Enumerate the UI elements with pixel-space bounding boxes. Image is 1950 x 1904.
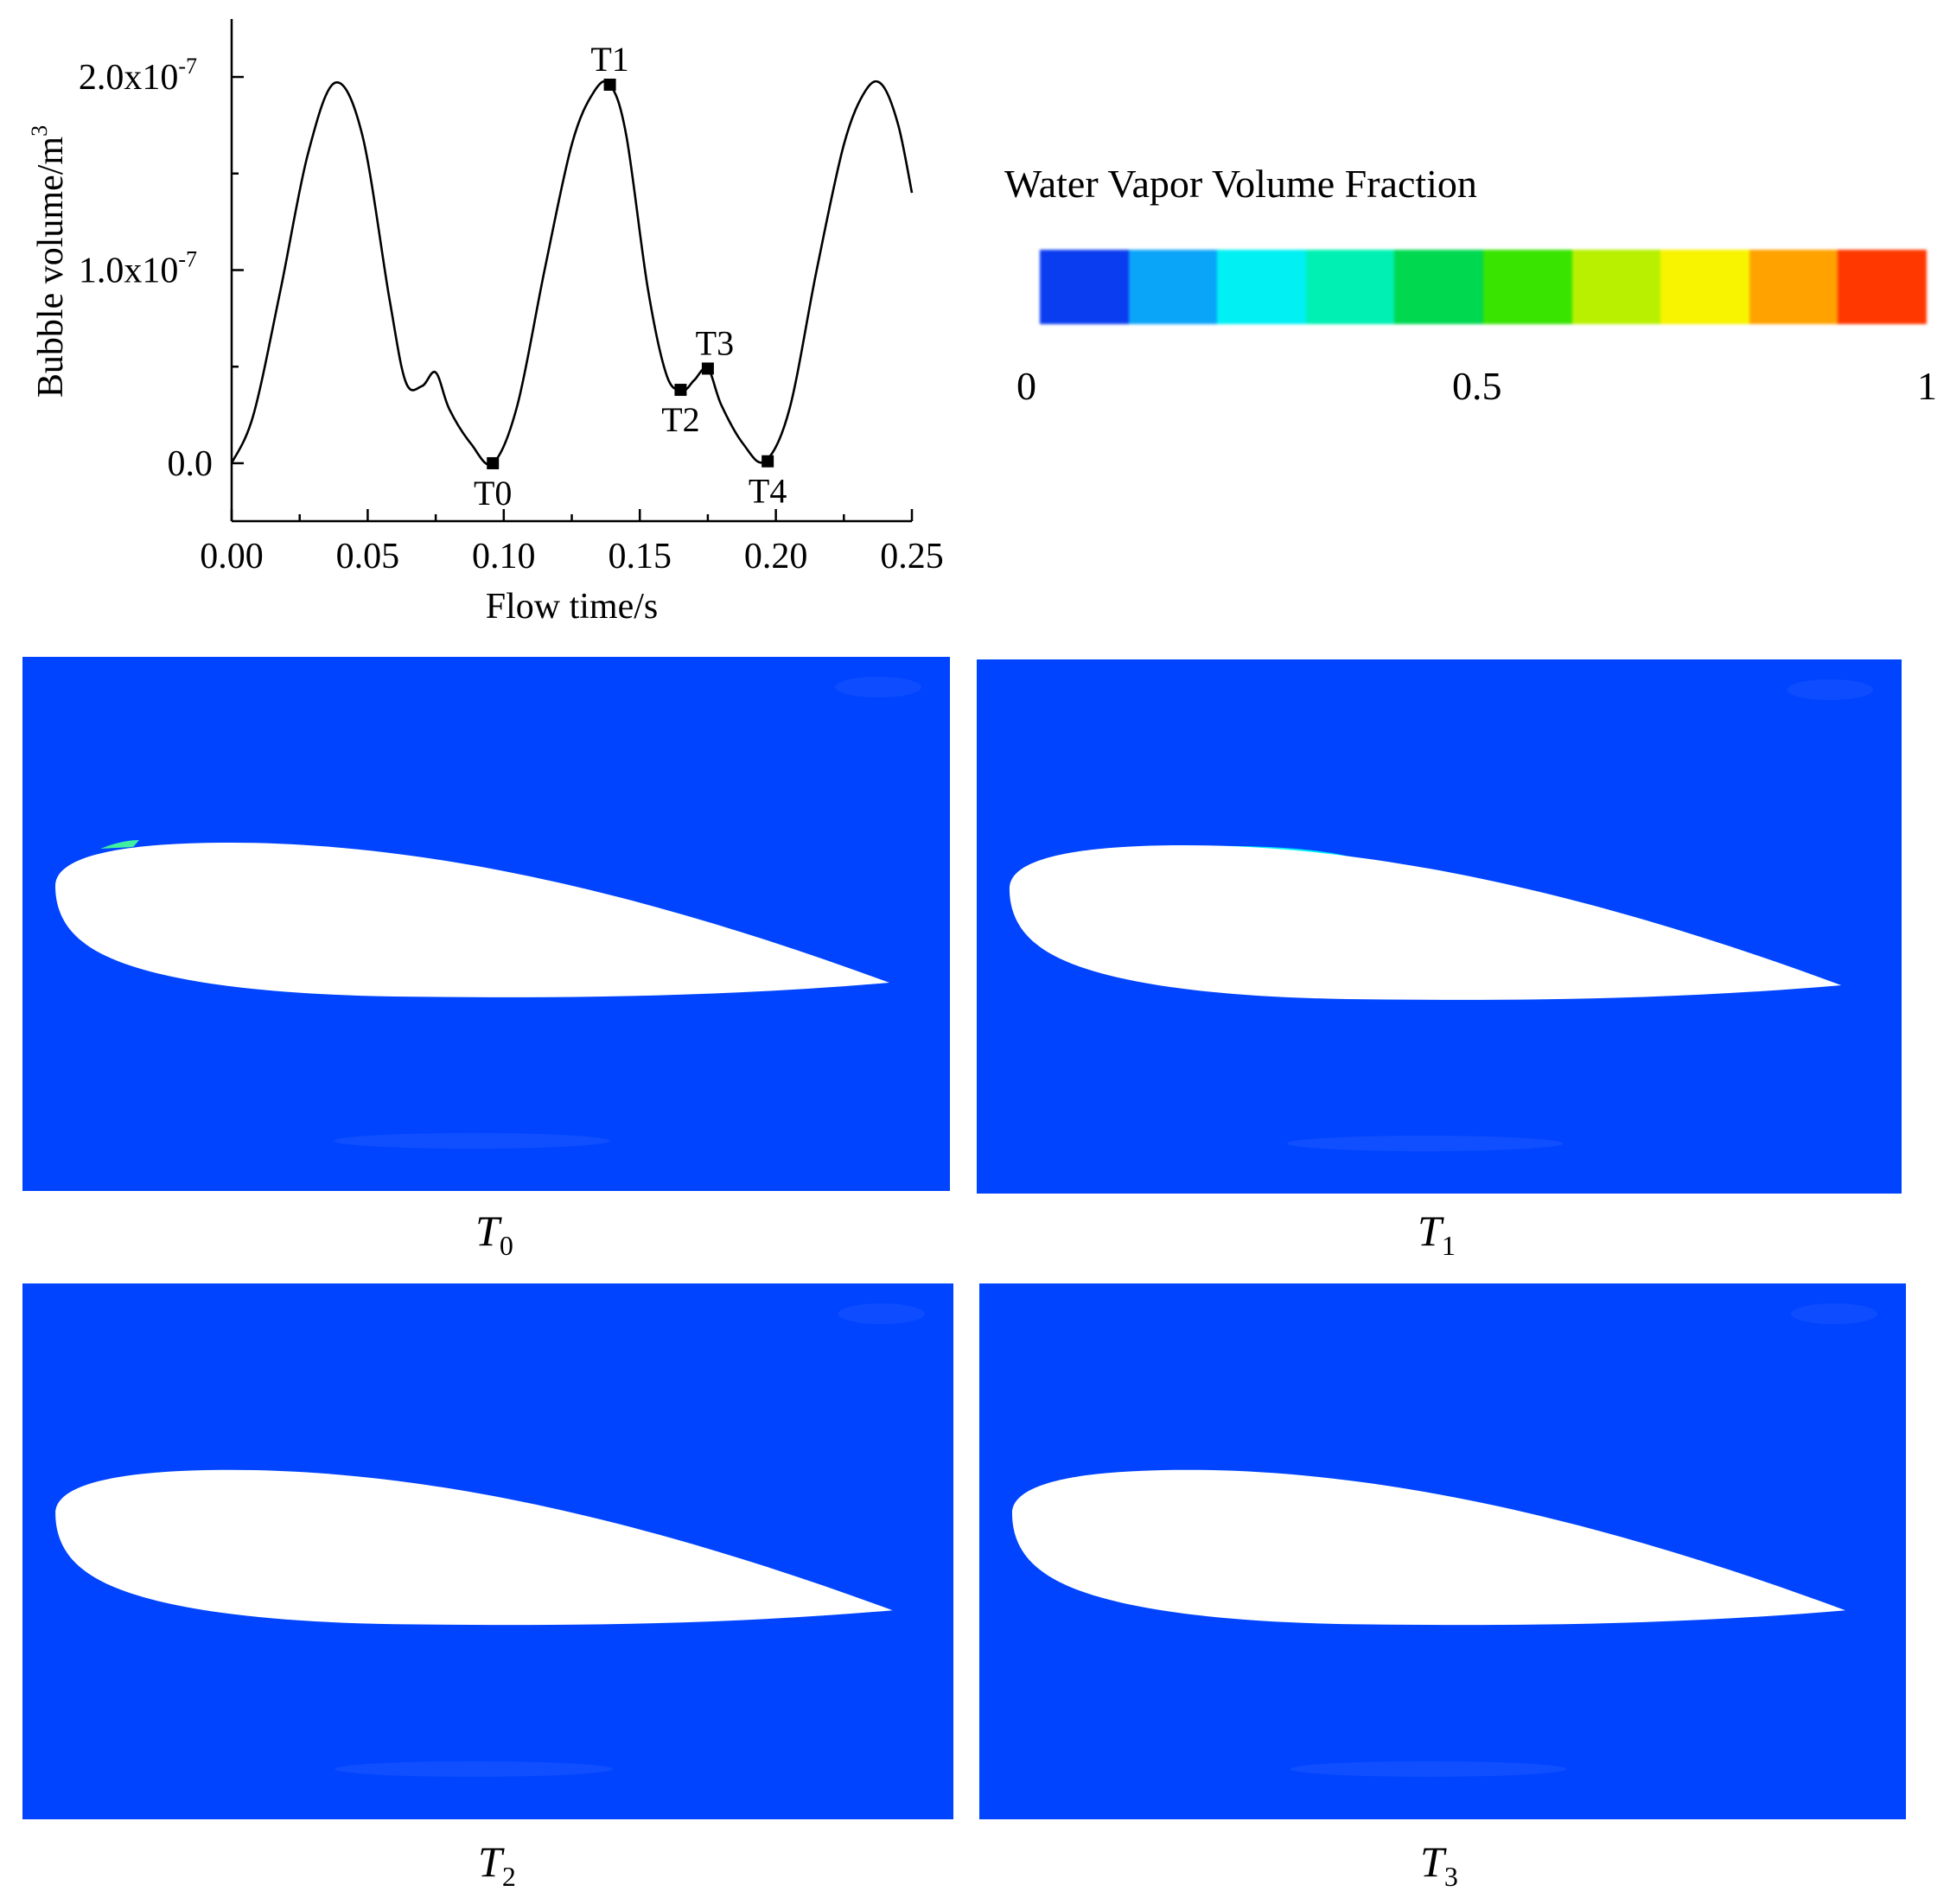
y-tick-label: 0.0	[168, 444, 213, 484]
flow-streak	[335, 1761, 613, 1777]
contour-svg	[55, 677, 921, 1149]
flow-streak	[1290, 1761, 1567, 1777]
series-line	[230, 80, 914, 466]
colorbar-band-2	[1217, 250, 1306, 324]
hydrofoil	[55, 1469, 893, 1626]
legend-title: Water Vapor Volume Fraction	[1004, 162, 1477, 206]
colorbar-band-4	[1394, 250, 1483, 324]
bubble-volume-chart: 0.00 0.05 0.10 0.15 0.20 0.25 0.0 1.0x10-7 2.0x1…	[27, 19, 944, 627]
colorbar-band-5	[1482, 250, 1572, 324]
colorbar	[1040, 250, 1927, 324]
legend-tick-0: 0	[1016, 364, 1036, 408]
label-t0: T0	[474, 474, 512, 513]
colorbar-band-0	[1040, 250, 1129, 324]
colorbar-band-9	[1838, 250, 1927, 324]
contour-panel-t3	[979, 1283, 1906, 1819]
hydrofoil	[1011, 1469, 1846, 1626]
marker-t4	[762, 455, 774, 468]
flow-streak	[1787, 679, 1874, 700]
flow-streak	[334, 1133, 610, 1149]
contour-panel-t2	[22, 1283, 953, 1819]
label-t3: T3	[696, 323, 734, 362]
legend-tick-0-5: 0.5	[1452, 364, 1502, 408]
x-axis-title: Flow time/s	[486, 587, 659, 627]
colorbar-band-1	[1128, 250, 1218, 324]
y-tick-label: 2.0x10-7	[79, 54, 197, 98]
colorbar-band-8	[1749, 250, 1838, 324]
colorbar-band-7	[1660, 250, 1749, 324]
y-tick-label: 1.0x10-7	[79, 247, 197, 291]
panel-caption-t0: T0	[475, 1207, 513, 1261]
x-tick-label: 0.25	[880, 537, 944, 576]
flow-streak	[1791, 1303, 1878, 1325]
contour-svg	[1009, 679, 1874, 1151]
contour-svg	[55, 1303, 925, 1777]
cavity-trace	[100, 840, 139, 849]
marker-t2	[674, 384, 687, 397]
hydrofoil	[1009, 845, 1842, 1000]
marker-t1	[603, 78, 616, 91]
label-t2: T2	[661, 400, 699, 439]
x-tick-label: 0.15	[608, 537, 672, 576]
x-tick-label: 0.10	[472, 537, 536, 576]
panel-caption-t1: T1	[1418, 1207, 1456, 1261]
y-axis-title: Bubble volume/m3	[27, 125, 71, 398]
flow-streak	[1286, 1136, 1564, 1151]
panel-caption-t3: T3	[1420, 1837, 1458, 1892]
colorbar-band-3	[1305, 250, 1395, 324]
hydrofoil	[55, 843, 889, 997]
contour-svg	[1011, 1303, 1878, 1777]
label-t4: T4	[749, 472, 787, 511]
flow-streak	[835, 677, 921, 697]
marker-t3	[701, 362, 714, 375]
x-tick-label: 0.05	[336, 537, 400, 576]
contour-panel-t0	[22, 657, 950, 1191]
marker-t0	[487, 456, 500, 469]
panel-caption-t2: T2	[478, 1837, 516, 1892]
flow-streak	[838, 1303, 925, 1325]
legend-tick-1: 1	[1917, 364, 1937, 408]
x-tick-label: 0.20	[744, 537, 808, 576]
x-tick-label: 0.00	[200, 537, 264, 576]
label-t1: T1	[590, 40, 628, 79]
colorbar-band-6	[1571, 250, 1661, 324]
contour-panel-t1	[977, 659, 1902, 1194]
